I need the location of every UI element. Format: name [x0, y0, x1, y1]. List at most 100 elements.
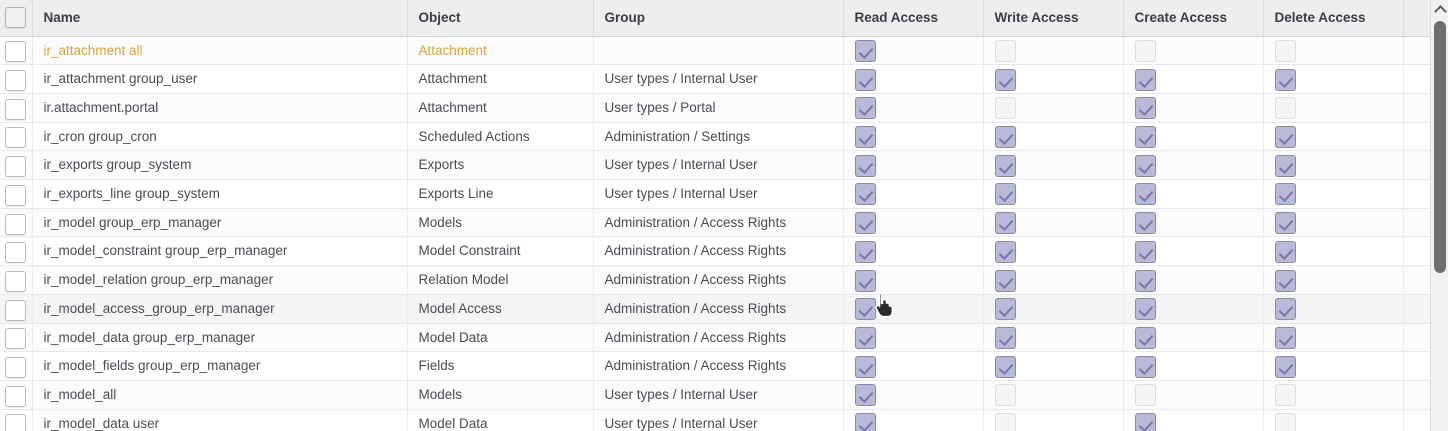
write-access-checkbox[interactable]	[994, 97, 1016, 120]
cell-create-access[interactable]	[1123, 294, 1264, 324]
row-select-cell[interactable]	[0, 36, 33, 66]
table-row[interactable]: ir_attachment group_user Attachment User t…	[0, 64, 1430, 94]
cell-create-access[interactable]	[1123, 93, 1264, 123]
delete-access-checkbox[interactable]	[1274, 154, 1296, 177]
cell-read-access[interactable]	[843, 380, 984, 410]
row-select-checkbox[interactable]	[5, 70, 26, 92]
row-select-checkbox[interactable]	[5, 156, 26, 178]
delete-access-checkbox[interactable]	[1274, 240, 1296, 263]
row-select-checkbox[interactable]	[5, 414, 26, 431]
cell-read-access[interactable]	[843, 36, 984, 66]
row-select-checkbox[interactable]	[5, 127, 26, 149]
row-select-cell[interactable]	[0, 179, 33, 209]
create-access-checkbox[interactable]	[1134, 212, 1156, 235]
create-access-checkbox[interactable]	[1134, 183, 1156, 206]
cell-create-access[interactable]	[1123, 179, 1264, 209]
cell-read-access[interactable]	[843, 93, 984, 123]
cell-delete-access[interactable]	[1263, 122, 1404, 152]
cell-read-access[interactable]	[843, 323, 984, 353]
create-access-checkbox[interactable]	[1134, 97, 1156, 120]
cell-write-access[interactable]	[983, 64, 1124, 94]
cell-create-access[interactable]	[1123, 122, 1264, 152]
read-access-checkbox[interactable]	[854, 240, 876, 263]
cell-delete-access[interactable]	[1263, 179, 1404, 209]
row-select-checkbox[interactable]	[5, 98, 26, 120]
row-select-cell[interactable]	[0, 64, 33, 94]
cell-read-access[interactable]	[843, 179, 984, 209]
create-access-checkbox[interactable]	[1134, 39, 1156, 62]
scroll-up-arrow-icon[interactable]	[1431, 0, 1448, 17]
cell-delete-access[interactable]	[1263, 265, 1404, 295]
table-row[interactable]: ir_model_fields group_erp_manager Fields A…	[0, 351, 1430, 381]
row-select-checkbox[interactable]	[5, 299, 26, 321]
read-access-checkbox[interactable]	[854, 154, 876, 177]
create-access-checkbox[interactable]	[1134, 298, 1156, 321]
read-access-checkbox[interactable]	[854, 384, 876, 407]
write-access-checkbox[interactable]	[994, 183, 1016, 206]
read-access-checkbox[interactable]	[854, 355, 876, 378]
delete-access-checkbox[interactable]	[1274, 384, 1296, 407]
column-header-name[interactable]: Name	[32, 0, 408, 37]
cell-read-access[interactable]	[843, 409, 984, 431]
row-select-checkbox[interactable]	[5, 357, 26, 379]
cell-write-access[interactable]	[983, 323, 1124, 353]
cell-write-access[interactable]	[983, 351, 1124, 381]
row-select-checkbox[interactable]	[5, 41, 26, 63]
cell-write-access[interactable]	[983, 122, 1124, 152]
row-select-cell[interactable]	[0, 294, 33, 324]
cell-create-access[interactable]	[1123, 36, 1264, 66]
read-access-checkbox[interactable]	[854, 269, 876, 292]
cell-create-access[interactable]	[1123, 236, 1264, 267]
cell-delete-access[interactable]	[1263, 236, 1404, 267]
cell-write-access[interactable]	[983, 409, 1124, 431]
cell-read-access[interactable]	[843, 236, 984, 267]
cell-create-access[interactable]	[1123, 64, 1264, 94]
column-header-delete-access[interactable]: Delete Access	[1263, 0, 1404, 37]
table-row[interactable]: ir_model_data user Model Data User types /…	[0, 409, 1430, 431]
cell-create-access[interactable]	[1123, 351, 1264, 381]
table-row[interactable]: ir_model_relation group_erp_manager Relat…	[0, 265, 1430, 295]
scrollbar-thumb[interactable]	[1434, 21, 1446, 273]
write-access-checkbox[interactable]	[994, 355, 1016, 378]
cell-delete-access[interactable]	[1263, 380, 1404, 410]
delete-access-checkbox[interactable]	[1274, 269, 1296, 292]
read-access-checkbox[interactable]	[854, 212, 876, 235]
cell-write-access[interactable]	[983, 265, 1124, 295]
delete-access-checkbox[interactable]	[1274, 183, 1296, 206]
cell-delete-access[interactable]	[1263, 64, 1404, 94]
row-select-cell[interactable]	[0, 409, 33, 431]
delete-access-checkbox[interactable]	[1274, 126, 1296, 149]
table-row[interactable]: ir_exports_line group_system Exports Line…	[0, 179, 1430, 209]
delete-access-checkbox[interactable]	[1274, 212, 1296, 235]
write-access-checkbox[interactable]	[994, 240, 1016, 263]
column-header-group[interactable]: Group	[593, 0, 844, 37]
cell-write-access[interactable]	[983, 294, 1124, 324]
table-row[interactable]: ir_cron group_cron Scheduled Actions Admin…	[0, 122, 1430, 152]
row-select-checkbox[interactable]	[5, 328, 26, 350]
write-access-checkbox[interactable]	[994, 413, 1016, 431]
row-select-checkbox[interactable]	[5, 184, 26, 206]
table-row[interactable]: ir.attachment.portal Attachment User types…	[0, 93, 1430, 123]
table-row[interactable]: ir_model_data group_erp_manager Model Dat…	[0, 323, 1430, 353]
delete-access-checkbox[interactable]	[1274, 39, 1296, 62]
column-header-read-access[interactable]: Read Access	[843, 0, 984, 37]
column-header-object[interactable]: Object	[407, 0, 594, 37]
row-select-cell[interactable]	[0, 122, 33, 152]
cell-read-access[interactable]	[843, 208, 984, 238]
vertical-scrollbar[interactable]	[1430, 0, 1448, 431]
cell-read-access[interactable]	[843, 265, 984, 295]
row-select-checkbox[interactable]	[5, 242, 26, 264]
delete-access-checkbox[interactable]	[1274, 97, 1296, 120]
cell-read-access[interactable]	[843, 122, 984, 152]
column-header-create-access[interactable]: Create Access	[1123, 0, 1264, 37]
write-access-checkbox[interactable]	[994, 384, 1016, 407]
cell-write-access[interactable]	[983, 150, 1124, 181]
write-access-checkbox[interactable]	[994, 269, 1016, 292]
write-access-checkbox[interactable]	[994, 212, 1016, 235]
cell-read-access[interactable]	[843, 64, 984, 94]
read-access-checkbox[interactable]	[854, 326, 876, 349]
cell-create-access[interactable]	[1123, 150, 1264, 181]
row-select-checkbox[interactable]	[5, 213, 26, 235]
cell-read-access[interactable]	[843, 351, 984, 381]
delete-access-checkbox[interactable]	[1274, 68, 1296, 91]
